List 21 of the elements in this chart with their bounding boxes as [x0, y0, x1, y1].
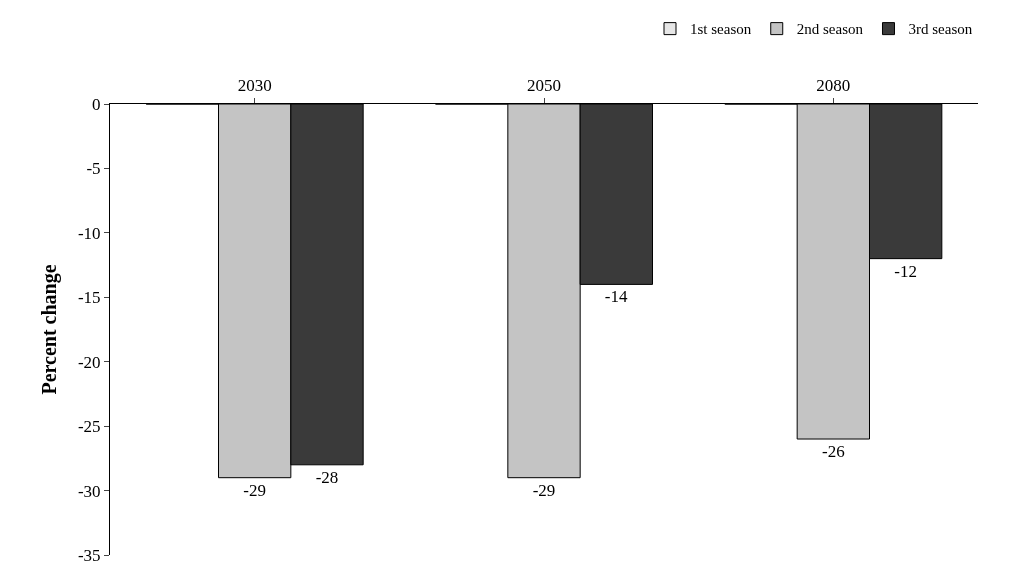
x-tick-label: 2080 [816, 76, 851, 96]
x-tick-label: 2030 [237, 76, 272, 96]
legend-label: 3rd season [908, 21, 973, 38]
y-tick-label: -25 [77, 417, 101, 437]
y-tick-label: -15 [77, 288, 101, 308]
legend-label: 2nd season [796, 21, 864, 38]
y-tick-label: -20 [77, 352, 101, 372]
data-label: -26 [822, 442, 845, 462]
y-tick-label: -35 [77, 545, 101, 565]
data-label: -29 [243, 480, 266, 500]
y-axis-title: Percent change [38, 264, 62, 395]
y-tick-label: -5 [86, 159, 101, 179]
data-label: -29 [532, 480, 556, 500]
data-label: -12 [894, 261, 917, 281]
y-tick-label: -30 [77, 481, 101, 501]
data-label: -14 [604, 287, 628, 307]
x-tick-label: 2050 [527, 76, 561, 96]
y-tick-label: 0 [92, 94, 101, 114]
y-tick-label: -10 [77, 223, 101, 243]
data-label: -28 [315, 467, 339, 487]
legend-label: 1st season [690, 21, 752, 38]
